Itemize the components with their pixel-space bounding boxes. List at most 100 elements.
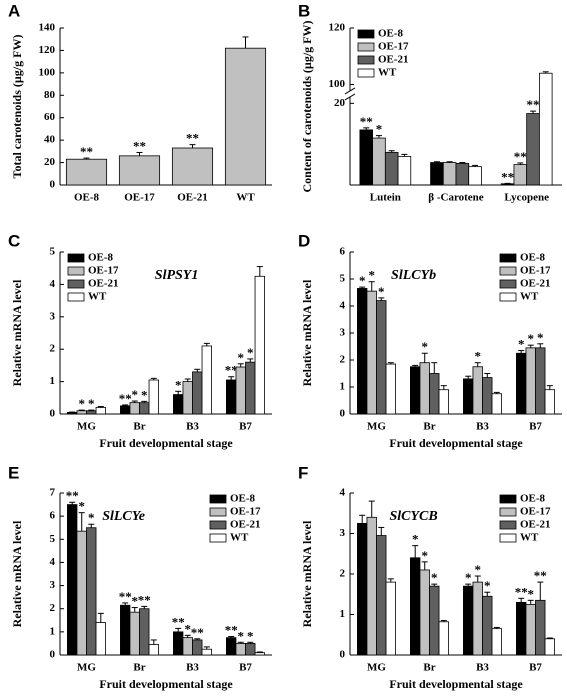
bar — [472, 581, 483, 656]
bar — [235, 366, 246, 415]
legend-swatch — [499, 507, 517, 517]
bar — [86, 410, 97, 415]
significance-label: * — [88, 396, 95, 411]
bar — [76, 530, 87, 656]
x-tick-label: MG — [367, 662, 386, 674]
bar — [182, 637, 193, 656]
y-tick-label: 0 — [50, 408, 56, 420]
chart-title: SlLCYe — [102, 509, 145, 524]
x-tick-label: Lycopene — [504, 192, 549, 204]
y-tick-label: 4 — [50, 556, 56, 568]
y-tick-label: 5 — [50, 533, 56, 545]
bar — [410, 557, 421, 656]
y-tick-label: 2 — [340, 354, 346, 366]
legend-label: WT — [378, 67, 397, 79]
bar — [139, 608, 150, 656]
axis-break-gap — [346, 90, 354, 97]
legend-label: OE-8 — [520, 493, 546, 505]
panel-label: E — [8, 463, 19, 482]
x-tick-label: B3 — [476, 421, 489, 433]
x-tick-label: Lutein — [370, 192, 401, 204]
x-tick-label: B7 — [529, 662, 542, 674]
legend-label: OE-17 — [88, 265, 119, 277]
legend-swatch — [209, 520, 227, 530]
significance-label: ** — [360, 114, 373, 129]
bar — [410, 366, 421, 415]
x-tick-label: B3 — [476, 662, 489, 674]
bar — [95, 407, 106, 415]
bar — [472, 366, 483, 415]
bar — [419, 362, 430, 415]
bar — [491, 628, 502, 656]
bar — [254, 275, 265, 415]
bar — [438, 621, 449, 656]
bar — [430, 162, 444, 186]
panel-label: A — [8, 1, 20, 20]
bar — [192, 371, 203, 415]
significance-label: * — [131, 594, 138, 609]
legend-swatch — [357, 42, 375, 52]
legend-swatch — [499, 494, 517, 504]
bar — [376, 535, 387, 656]
significance-label: * — [237, 628, 244, 643]
panel-label: B — [298, 1, 310, 20]
significance-label: ** — [225, 622, 238, 637]
significance-label: * — [88, 510, 95, 525]
legend-swatch — [499, 533, 517, 543]
bar — [442, 162, 457, 186]
y-tick-label: 1 — [340, 608, 346, 620]
legend-swatch — [67, 292, 85, 302]
x-tick-label: B7 — [529, 421, 542, 433]
legend-label: OE-17 — [230, 506, 261, 518]
legend-swatch — [357, 68, 375, 78]
significance-label: * — [78, 499, 85, 514]
bar — [129, 611, 140, 656]
y-tick-label: 60 — [44, 111, 56, 123]
y-axis-label: Relative mRNA level — [300, 279, 314, 386]
bar — [463, 585, 474, 656]
bar — [397, 156, 412, 186]
bar — [535, 347, 546, 415]
significance-label: * — [359, 273, 366, 288]
legend-label: OE-8 — [88, 252, 114, 264]
legend-label: OE-8 — [230, 493, 256, 505]
y-tick-label: 4 — [340, 487, 346, 499]
x-axis-label: Fruit developmental stage — [389, 677, 523, 691]
y-tick-label: 3 — [50, 310, 56, 322]
significance-label: ** — [515, 584, 528, 599]
significance-label: ** — [119, 391, 132, 406]
significance-label: * — [421, 548, 428, 563]
bar — [535, 599, 546, 656]
significance-label: * — [474, 349, 481, 364]
bar — [192, 639, 203, 656]
y-tick-label: 140 — [39, 22, 56, 34]
bar — [429, 373, 440, 415]
y-tick-label: 2 — [50, 343, 56, 355]
y-tick-label: 1 — [50, 375, 56, 387]
bar — [67, 504, 78, 656]
legend-label: OE-21 — [378, 54, 409, 66]
x-tick-label: OE-21 — [177, 192, 208, 204]
significance-label: * — [368, 268, 375, 283]
legend-swatch — [209, 507, 227, 517]
bar — [482, 377, 493, 415]
bar — [76, 410, 87, 415]
significance-label: * — [412, 532, 419, 547]
legend-label: OE-21 — [230, 519, 261, 531]
y-tick-label: 40 — [44, 134, 56, 146]
y-tick-label: 3 — [340, 327, 346, 339]
legend-label: WT — [88, 291, 107, 303]
y-axis-label: Relative mRNA level — [10, 279, 24, 386]
y-tick-label: 120 — [329, 22, 346, 34]
bar — [129, 402, 140, 415]
legend-swatch — [209, 494, 227, 504]
x-tick-label: B3 — [186, 421, 199, 433]
legend-swatch — [499, 292, 517, 302]
significance-label: ** — [527, 97, 540, 112]
legend-swatch — [499, 279, 517, 289]
legend-label: OE-8 — [520, 252, 546, 264]
panel-label: C — [8, 231, 20, 250]
legend-label: OE-21 — [520, 278, 551, 290]
bar — [516, 601, 527, 656]
bar — [254, 652, 265, 656]
